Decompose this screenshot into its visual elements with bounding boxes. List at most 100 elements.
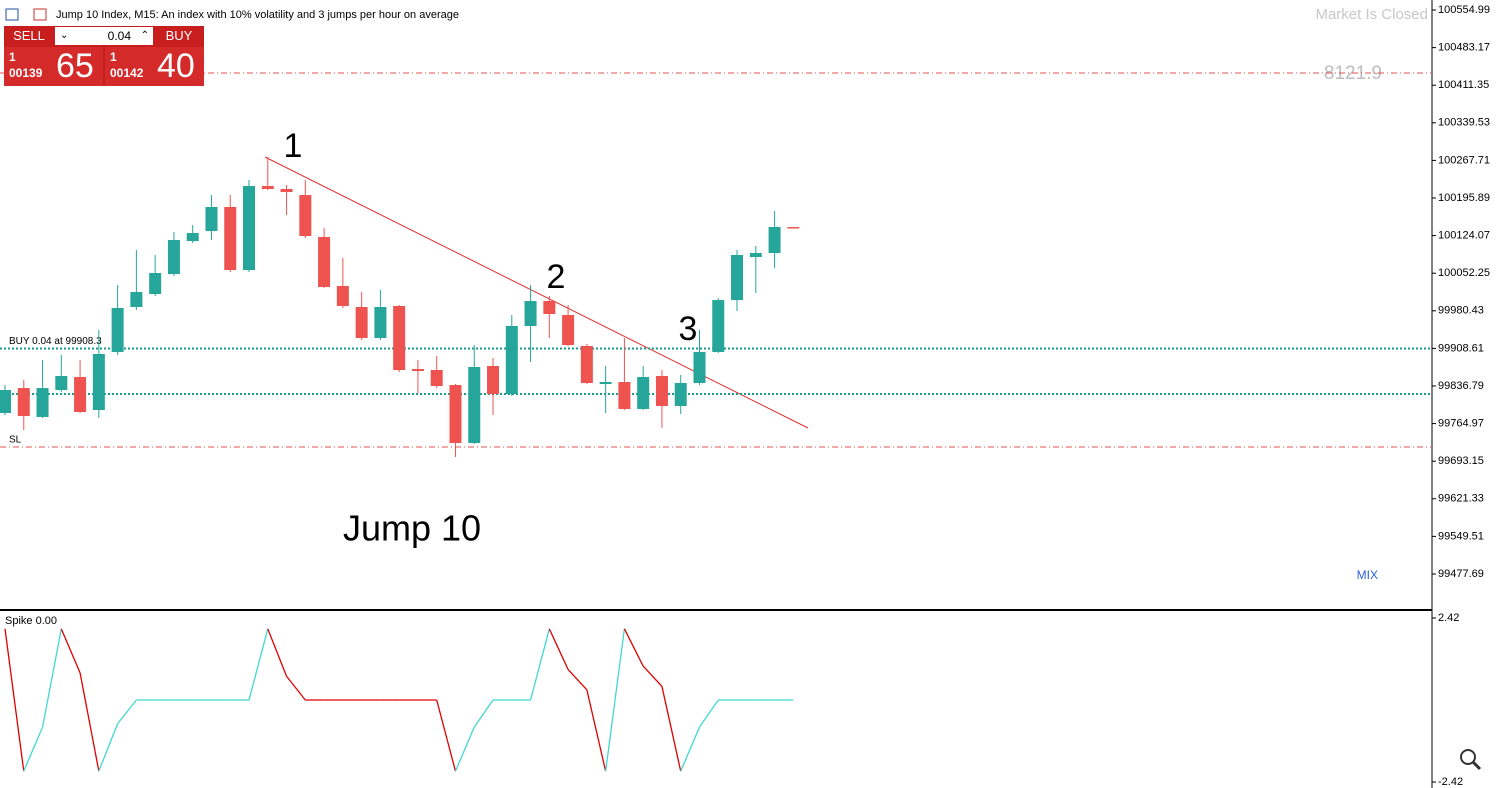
volume-box[interactable]: ⌄ 0.04 ⌃ (55, 27, 153, 45)
candle-body (749, 253, 762, 257)
indicator-segment (41, 628, 62, 728)
annotation: 3 (679, 310, 698, 348)
y-tick-label: 100052.25 (1438, 267, 1490, 279)
candle-body (562, 314, 575, 345)
candle-body (374, 306, 387, 338)
candle-body (430, 370, 443, 386)
candle-body (599, 382, 612, 384)
price-big: 65 (56, 47, 94, 85)
candle-body (261, 186, 274, 189)
chart-header: Jump 10 Index, M15: An index with 10% vo… (56, 9, 459, 21)
candle-body (17, 388, 30, 416)
candle-body (411, 369, 424, 372)
buy-price[interactable]: 1 00142 40 (105, 47, 204, 86)
candle-body (224, 206, 237, 271)
candle-body (0, 390, 11, 414)
y-tick-label: 99908.61 (1438, 342, 1484, 354)
icon (5, 8, 19, 21)
candle-body (336, 285, 349, 306)
mix-label: MIX (1357, 568, 1378, 582)
candle-body (712, 300, 725, 353)
indicator-segment (567, 669, 588, 691)
candle-body (318, 236, 331, 287)
indicator-segment (529, 628, 550, 701)
candle-body (468, 366, 481, 443)
indicator-segment (680, 726, 701, 772)
indicator-segment (454, 726, 475, 772)
y-tick-label: 100339.53 (1438, 117, 1490, 129)
indicator-segment (60, 628, 81, 674)
candle-body (768, 226, 781, 254)
volume[interactable]: 0.04 (107, 29, 131, 43)
icon (33, 8, 47, 21)
candle-body (393, 305, 406, 371)
price-small: 00142 (110, 66, 144, 80)
indicator-segment (604, 628, 626, 772)
down-arrow[interactable]: ⌄ (60, 30, 69, 41)
candle-body (787, 226, 800, 229)
level-label: BUY 0.04 at 99908.3 (9, 336, 102, 347)
y-tick-label: 100195.89 (1438, 192, 1490, 204)
candle-body (637, 376, 650, 410)
candle-body (524, 301, 537, 326)
indicator-segment (436, 699, 457, 772)
y-tick-label: 99836.79 (1438, 380, 1484, 392)
market-status: Market Is Closed (1315, 6, 1428, 23)
candle-body (167, 239, 180, 275)
candle-body (731, 255, 744, 301)
candle-body (280, 188, 293, 193)
indicator-segment (548, 628, 569, 670)
y-tick-label: 100267.71 (1438, 154, 1490, 166)
indicator-segment (4, 628, 25, 772)
indicator-title: Spike 0.00 (5, 615, 57, 627)
candle-body (130, 292, 143, 307)
candle-body (205, 206, 218, 232)
candle-body (55, 375, 68, 391)
y-tick-label: 100554.99 (1438, 4, 1490, 16)
y-tick-label: 99764.97 (1438, 417, 1484, 429)
y-tick-label: 2.42 (1438, 612, 1459, 624)
indicator-segment (661, 686, 682, 772)
candle-body (674, 383, 687, 406)
candle-body (36, 388, 49, 417)
indicator-segment (698, 699, 719, 728)
candle-body (111, 307, 124, 353)
candle-body (186, 233, 199, 242)
candle-body (487, 365, 500, 394)
candle-body (355, 306, 368, 338)
indicator-segment (473, 699, 494, 728)
sell-button[interactable]: SELL (13, 28, 45, 43)
indicator-segment (623, 628, 644, 667)
sell-price[interactable]: 1 00139 65 (4, 47, 103, 86)
price-small: 00139 (9, 66, 43, 80)
y-tick-label: 99477.69 (1438, 568, 1484, 580)
y-tick-label: 99621.33 (1438, 493, 1484, 505)
zoom-icon[interactable] (1460, 749, 1476, 765)
level-label: SL (9, 435, 22, 446)
indicator-segment (267, 628, 288, 677)
zoom-icon[interactable] (1471, 760, 1482, 771)
up-arrow[interactable]: ⌃ (140, 30, 149, 41)
annotation: 2 (547, 258, 566, 296)
candle-body (543, 301, 556, 315)
price-lead: 1 (9, 50, 16, 64)
candle-body (505, 325, 518, 394)
indicator-segment (286, 675, 306, 701)
candle-body (149, 273, 162, 295)
price-lead: 1 (110, 50, 117, 64)
indicator-segment (642, 665, 663, 687)
buy-button[interactable]: BUY (165, 28, 193, 43)
trade-panel: SELL ⌄ 0.04 ⌃ BUY 1 00139 65 1 00142 40 (4, 26, 204, 86)
y-tick-label: 100411.35 (1438, 79, 1489, 91)
indicator-segment (586, 689, 607, 772)
candle-body (74, 376, 87, 413)
price-big: 40 (157, 47, 195, 85)
plot: 100554.99 100483.17 100411.35 100339.53 1002… (0, 4, 1490, 788)
y-tick-label: 100483.17 (1438, 42, 1490, 54)
indicator-segment (79, 672, 100, 772)
candle-body (693, 352, 706, 384)
watermark: Jump 10 (343, 508, 481, 549)
candle-body (618, 382, 631, 410)
